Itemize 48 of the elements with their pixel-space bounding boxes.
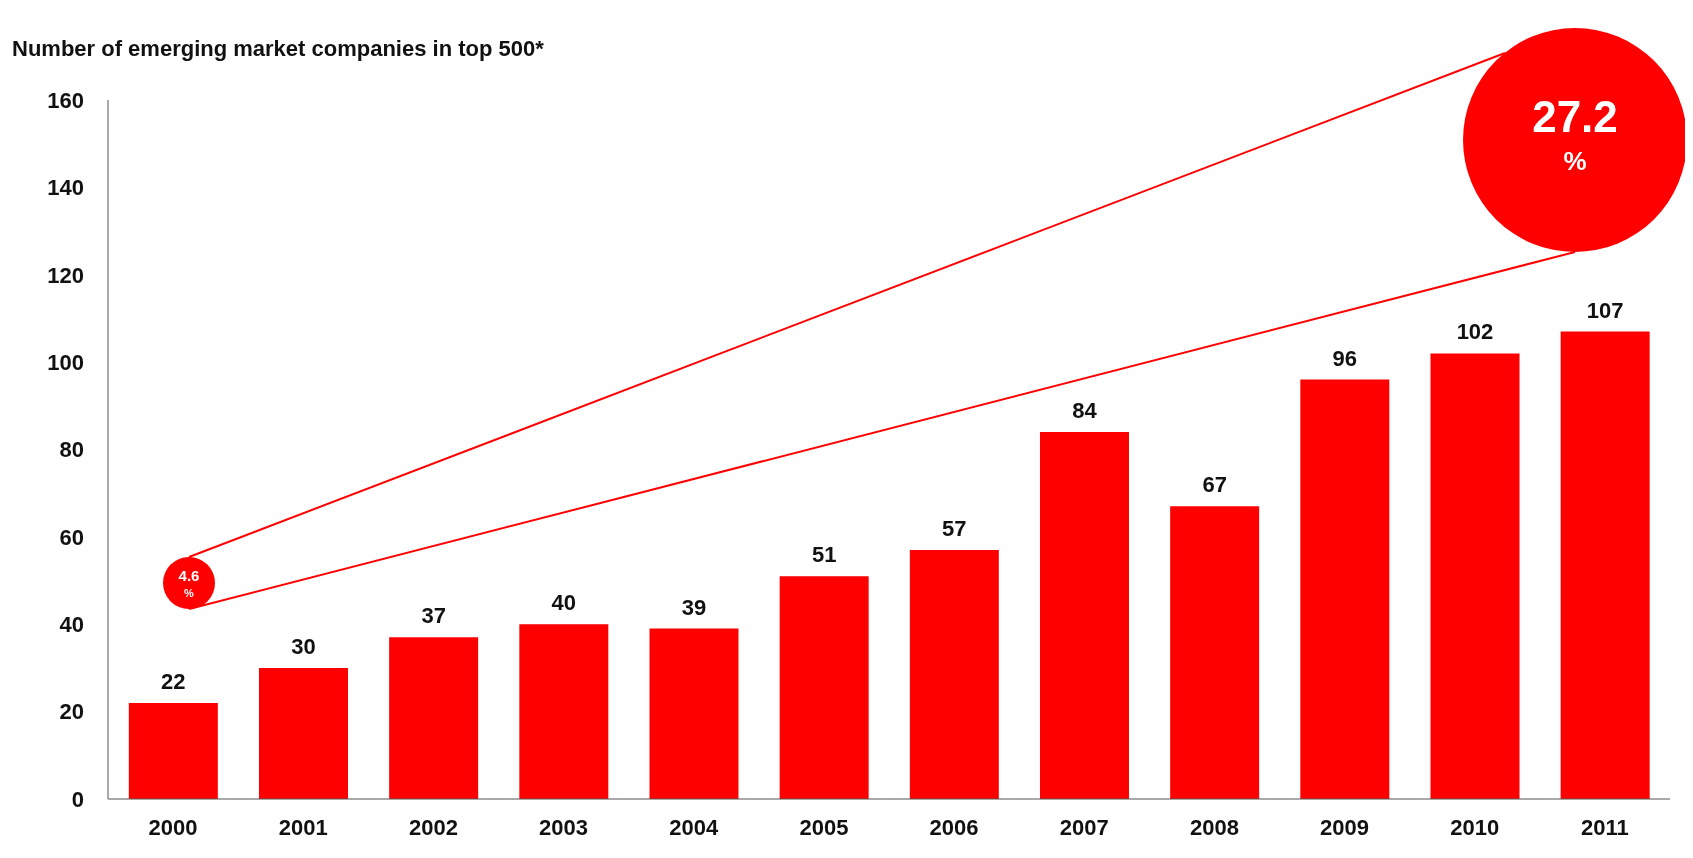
bar xyxy=(1560,331,1650,799)
data-label: 22 xyxy=(161,668,186,694)
y-tick-label: 20 xyxy=(59,699,84,725)
bar xyxy=(649,628,739,799)
y-tick-label: 0 xyxy=(71,786,84,812)
x-tick-label: 2006 xyxy=(929,814,979,840)
x-tick-label: 2009 xyxy=(1320,814,1370,840)
y-tick-label: 40 xyxy=(59,612,84,638)
x-tick-label: 2010 xyxy=(1450,814,1500,840)
x-tick-label: 2011 xyxy=(1581,814,1629,840)
bar xyxy=(1039,432,1129,799)
bar xyxy=(1170,506,1260,799)
annotation: 4.6 % xyxy=(178,567,200,599)
bar xyxy=(128,702,218,799)
x-tick-label: 2003 xyxy=(539,814,589,840)
bar xyxy=(1300,379,1390,799)
y-tick-label: 80 xyxy=(59,437,84,463)
bar xyxy=(779,576,869,799)
data-label: 84 xyxy=(1072,398,1098,424)
bar xyxy=(519,624,609,799)
y-tick-label: 100 xyxy=(47,349,84,375)
data-label: 51 xyxy=(811,542,837,568)
x-tick-label: 2001 xyxy=(278,814,328,840)
data-label: 107 xyxy=(1586,297,1624,323)
x-tick-label: 2000 xyxy=(148,814,198,840)
data-label: 30 xyxy=(291,633,316,659)
bar xyxy=(389,637,479,799)
x-tick-label: 2002 xyxy=(408,814,458,840)
y-tick-label: 120 xyxy=(47,262,84,288)
y-tick-label: 60 xyxy=(59,524,84,550)
data-label: 39 xyxy=(681,594,707,620)
y-tick-label: 160 xyxy=(47,87,84,113)
data-label: 37 xyxy=(421,603,446,629)
bar xyxy=(909,549,999,799)
x-tick-label: 2005 xyxy=(799,814,849,840)
x-tick-label: 2008 xyxy=(1189,814,1239,840)
data-label: 96 xyxy=(1332,345,1358,371)
data-label: 67 xyxy=(1202,472,1227,498)
bar xyxy=(258,667,348,799)
chart-title: Number of emerging market companies in top 500* xyxy=(12,36,544,62)
y-tick-label: 140 xyxy=(47,175,84,201)
data-label: 40 xyxy=(551,590,577,616)
annotation: 27.2 % xyxy=(1532,92,1618,176)
data-label: 102 xyxy=(1456,319,1494,345)
x-tick-label: 2004 xyxy=(669,814,719,840)
x-tick-label: 2007 xyxy=(1059,814,1109,840)
data-label: 57 xyxy=(942,515,967,541)
bar xyxy=(1430,353,1520,799)
